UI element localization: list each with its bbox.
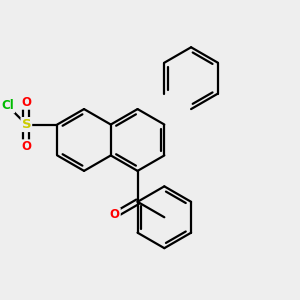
Text: S: S <box>22 118 31 131</box>
Text: O: O <box>110 208 120 221</box>
Text: O: O <box>21 96 31 109</box>
Text: O: O <box>21 140 31 153</box>
Text: Cl: Cl <box>2 100 14 112</box>
